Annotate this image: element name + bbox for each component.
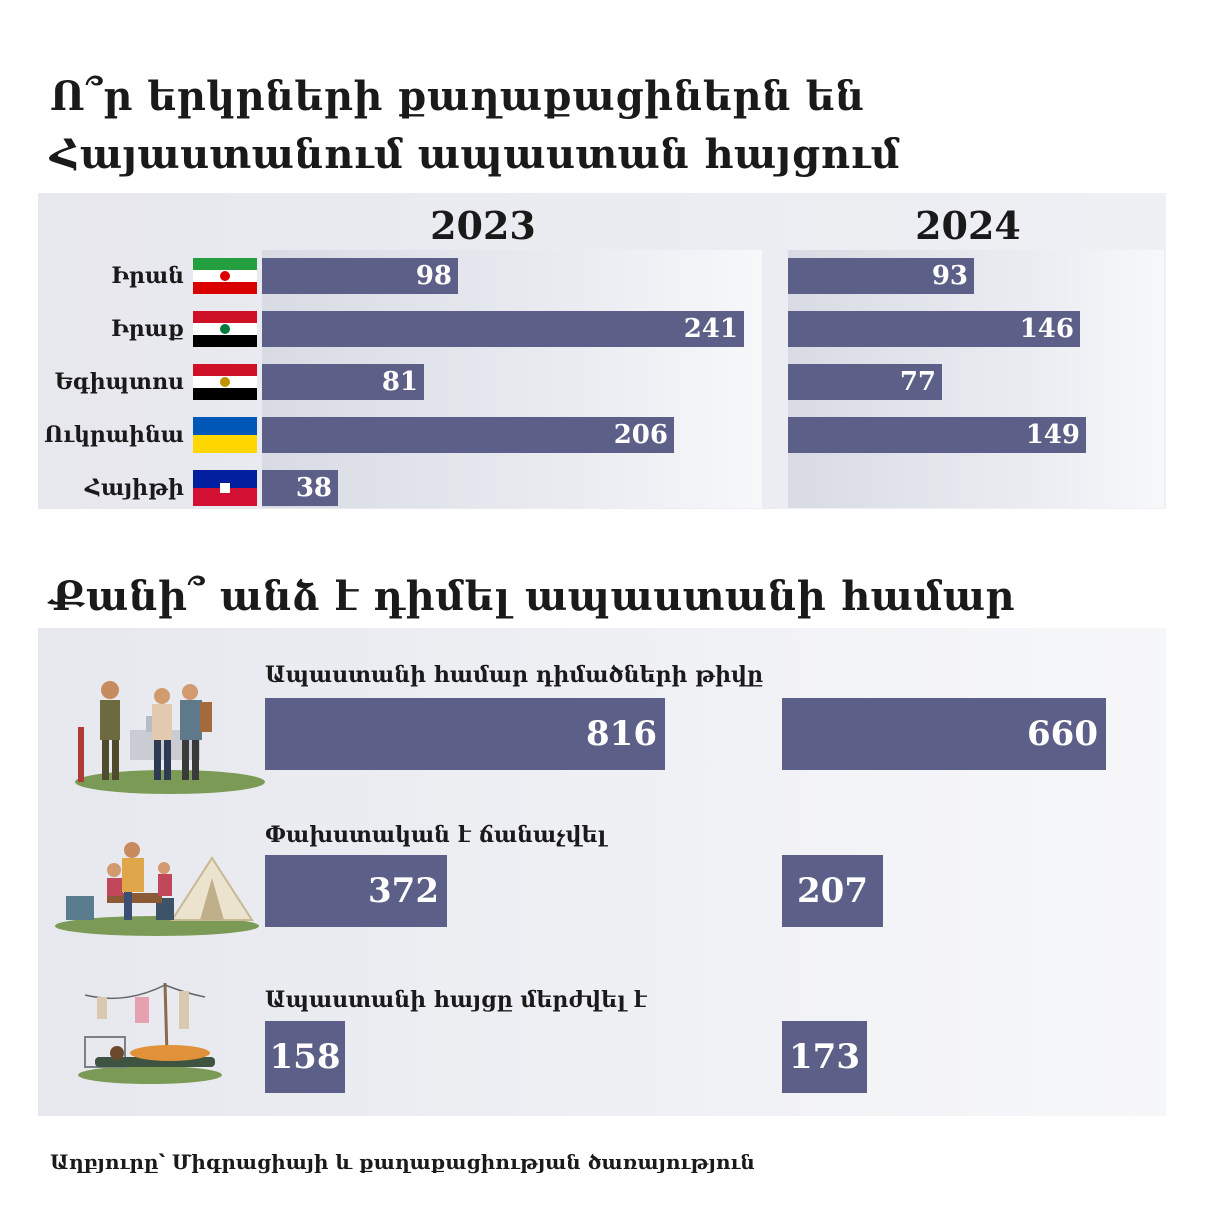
country-label: Իրաք (111, 316, 184, 342)
haiti-flag (193, 470, 257, 506)
refugee-family-illustration (55, 842, 259, 936)
flag-stripe (193, 335, 257, 347)
category-label: Ապաստանի համար դիմածների թիվը (265, 662, 764, 688)
country-label: Հայիթի (84, 475, 184, 501)
bar-2024 (788, 258, 974, 294)
year-label-2023: 2023 (430, 203, 536, 248)
data-label: 81 (381, 367, 418, 397)
flag-emblem (220, 324, 230, 334)
country-label: Իրան (111, 263, 184, 289)
data-label: 816 (586, 714, 657, 754)
data-label: 77 (899, 367, 936, 397)
source-note: Աղբյուրը՝ Միգրացիայի և քաղաքացիության ծա… (50, 1150, 755, 1174)
data-label: 207 (797, 871, 868, 911)
flag-stripe (193, 388, 257, 400)
flag-stripe (193, 417, 257, 435)
ukraine-flag (193, 417, 257, 453)
flag-stripe (193, 488, 257, 506)
data-label: 149 (1025, 420, 1080, 450)
bar-2024 (782, 855, 883, 927)
data-label: 38 (295, 473, 332, 503)
data-label: 173 (789, 1037, 860, 1077)
bar-2024 (788, 417, 1086, 453)
flag-stripe (193, 258, 257, 270)
bar-2023 (262, 258, 458, 294)
data-label: 372 (368, 871, 439, 911)
rejected-camp-illustration (78, 982, 222, 1084)
data-label: 241 (683, 314, 738, 344)
flag-stripe (193, 282, 257, 294)
bar-2024 (782, 1021, 867, 1093)
country-label: Ուկրաինա (44, 422, 184, 448)
country-label: Եգիպտոս (54, 369, 184, 395)
bar-2023 (265, 1021, 345, 1093)
data-label: 158 (269, 1037, 341, 1077)
iraq-flag (193, 311, 257, 347)
bar-2024 (788, 364, 942, 400)
chart-title-applications: Քանի՞ անձ է դիմել ապաստանի համար (50, 573, 1015, 620)
flag-emblem (220, 271, 230, 281)
bar-2023 (265, 855, 447, 927)
data-label: 98 (415, 261, 452, 291)
egypt-flag (193, 364, 257, 400)
flag-emblem (220, 483, 230, 493)
bar-2024 (788, 311, 1080, 347)
asylum-applicants-illustration (75, 681, 265, 794)
iran-flag (193, 258, 257, 294)
flag-stripe (193, 435, 257, 453)
bar-2024 (782, 698, 1106, 770)
flag-emblem (220, 377, 230, 387)
data-label: 146 (1019, 314, 1074, 344)
data-label: 93 (931, 261, 968, 291)
bar-2023 (262, 311, 744, 347)
chart-title-countries: Ո՞ր երկրների քաղաքացիներն են Հայաստանում… (50, 73, 901, 178)
bar-2023 (262, 364, 424, 400)
category-label: Փախստական է ճանաչվել (265, 822, 607, 848)
bar-2023 (262, 470, 338, 506)
bar-2023 (265, 698, 665, 770)
bar-2023 (262, 417, 674, 453)
data-label: 206 (613, 420, 668, 450)
flag-stripe (193, 470, 257, 488)
category-label: Ապաստանի հայցը մերժվել է (265, 987, 647, 1013)
flag-stripe (193, 311, 257, 323)
flag-stripe (193, 364, 257, 376)
year-label-2024: 2024 (915, 203, 1021, 248)
data-label: 660 (1027, 714, 1098, 754)
